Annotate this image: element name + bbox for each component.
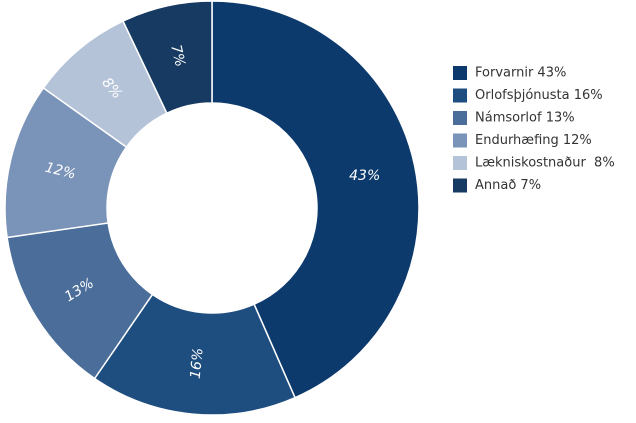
slice-label: 7% [167, 43, 188, 68]
legend-swatch [453, 111, 467, 125]
slice-label: 16% [188, 347, 207, 380]
slice [211, 0, 420, 399]
slice [93, 293, 296, 416]
legend-swatch [453, 88, 467, 103]
legend-swatch [453, 178, 467, 193]
legend-label: Annað 7% [475, 178, 541, 193]
legend-swatch [453, 66, 467, 80]
slice [122, 0, 213, 115]
legend-label: Forvarnir 43% [475, 66, 566, 81]
legend-swatch [453, 133, 467, 148]
slice-label: 12% [43, 160, 77, 183]
legend-label: Orlofsþjónusta 16% [475, 88, 603, 103]
slice-label: 43% [349, 168, 380, 184]
legend-label: Námsorlof 13% [475, 111, 575, 126]
legend-label: Endurhæfing 12% [475, 133, 592, 148]
legend-label: Lækniskostnaður 8% [475, 156, 615, 171]
legend-swatch [453, 156, 467, 170]
